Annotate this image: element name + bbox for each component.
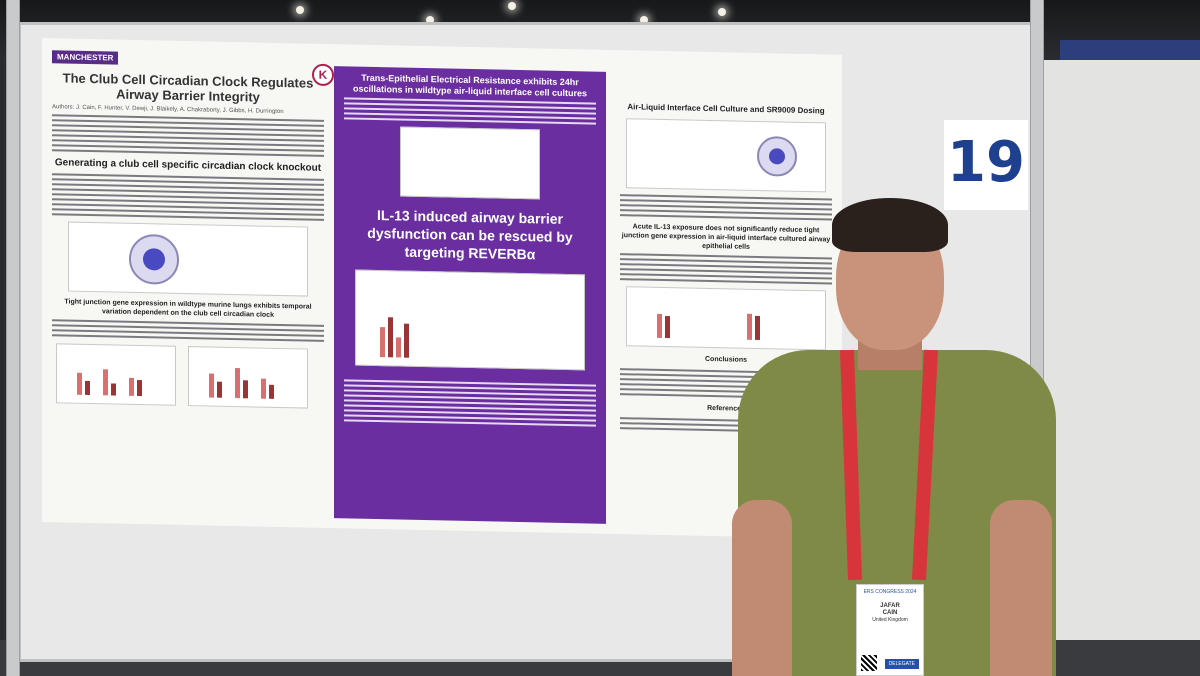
culture-text xyxy=(620,194,832,221)
poster-middle-column: Trans-Epithelial Electrical Resistance e… xyxy=(334,66,606,524)
ceiling-light xyxy=(296,6,304,14)
mid-heading-1: Trans-Epithelial Electrical Resistance e… xyxy=(352,72,588,99)
name-badge: ERS CONGRESS 2024 JAFAR CAIN United King… xyxy=(856,584,924,676)
badge-congress: ERS CONGRESS 2024 xyxy=(863,589,917,595)
badge-last-name: CAIN xyxy=(882,610,898,616)
adjacent-booth-wall xyxy=(1040,60,1200,676)
k-logo: K xyxy=(312,63,334,87)
badge-role: DELEGATE xyxy=(884,659,919,669)
ocln-expression-chart xyxy=(188,346,309,409)
person-hair xyxy=(832,198,948,252)
knockout-diagram xyxy=(68,221,308,297)
ceiling-light xyxy=(508,2,516,10)
board-number: 19 xyxy=(944,120,1028,210)
il13-text xyxy=(344,379,596,427)
tight-junction-text xyxy=(52,319,324,342)
university-logo: MANCHESTER xyxy=(52,50,119,65)
frame-post-left xyxy=(6,0,20,676)
cell-nucleus xyxy=(143,248,165,271)
badge-first-name: JAFAR xyxy=(880,603,900,609)
qr-code-icon xyxy=(861,655,877,671)
mid-heading-2: IL-13 induced airway barrier dysfunction… xyxy=(367,207,573,263)
ceiling-light xyxy=(718,8,726,16)
ceiling-light xyxy=(640,16,648,24)
cell-nucleus xyxy=(769,148,785,165)
left-heading-1: Generating a club cell specific circadia… xyxy=(54,157,322,174)
il13-gene-text xyxy=(620,253,832,285)
zo1-ocln-charts xyxy=(626,286,826,351)
knockout-text xyxy=(52,173,324,221)
poster-left-column: MANCHESTER K The Club Cell Circadian Clo… xyxy=(42,38,334,528)
teer-text xyxy=(344,97,596,125)
right-heading-2: Acute IL-13 exposure does not significan… xyxy=(621,223,831,251)
badge-country: United Kingdom xyxy=(872,617,908,623)
poster-title: The Club Cell Circadian Clock Regulates … xyxy=(62,70,314,105)
person-arm-left xyxy=(732,500,792,676)
culture-dosing-diagram xyxy=(626,118,826,193)
research-poster: MANCHESTER K The Club Cell Circadian Clo… xyxy=(42,38,842,539)
teer-oscillation-chart xyxy=(400,126,540,200)
person-arm-right xyxy=(990,500,1052,676)
ceiling-light xyxy=(426,16,434,24)
right-heading-1: Air-Liquid Interface Cell Culture and SR… xyxy=(627,102,825,116)
intro-text xyxy=(52,114,324,157)
zo1-expression-chart xyxy=(56,343,176,406)
il13-teer-charts xyxy=(355,269,585,371)
left-heading-2: Tight junction gene expression in wildty… xyxy=(64,298,312,319)
